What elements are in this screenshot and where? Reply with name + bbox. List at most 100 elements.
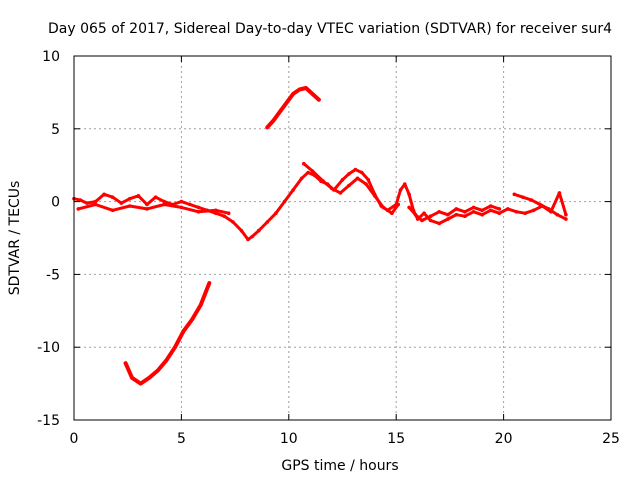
data-point bbox=[454, 207, 459, 211]
data-point bbox=[102, 192, 106, 197]
x-tick-label: 25 bbox=[602, 431, 620, 447]
data-point bbox=[297, 87, 302, 92]
data-point bbox=[173, 345, 177, 350]
data-point bbox=[181, 329, 186, 334]
y-axis-label: SDTVAR / TECUs bbox=[7, 181, 23, 296]
data-point bbox=[198, 303, 203, 307]
data-point bbox=[347, 172, 351, 176]
y-tick-label: -5 bbox=[46, 267, 60, 283]
data-point bbox=[403, 182, 407, 186]
data-point bbox=[196, 205, 201, 210]
y-tick-label: 5 bbox=[51, 122, 60, 138]
data-point bbox=[188, 202, 192, 207]
data-point bbox=[446, 212, 450, 217]
data-point bbox=[214, 208, 218, 213]
data-point bbox=[130, 376, 134, 380]
data-point bbox=[471, 205, 476, 210]
data-point bbox=[291, 92, 295, 96]
data-point bbox=[413, 212, 418, 217]
data-point bbox=[274, 211, 278, 215]
data-point bbox=[437, 221, 442, 226]
data-point bbox=[179, 205, 184, 210]
x-tick-label: 15 bbox=[387, 431, 405, 447]
data-point bbox=[488, 204, 493, 208]
x-tick-label: 10 bbox=[280, 431, 298, 447]
data-point bbox=[317, 97, 321, 102]
data-point bbox=[179, 199, 184, 204]
data-point bbox=[147, 376, 151, 380]
data-point bbox=[123, 361, 128, 366]
data-point bbox=[76, 207, 81, 211]
data-point bbox=[85, 201, 89, 205]
data-point bbox=[265, 220, 270, 224]
data-point bbox=[557, 191, 562, 195]
data-point bbox=[190, 317, 194, 322]
data-point bbox=[506, 207, 510, 211]
x-tick-label: 0 bbox=[70, 431, 79, 447]
data-point bbox=[564, 212, 568, 217]
data-point bbox=[538, 202, 542, 207]
data-point bbox=[463, 214, 467, 218]
data-point bbox=[360, 170, 364, 175]
x-tick-label: 20 bbox=[495, 431, 513, 447]
data-point bbox=[497, 207, 502, 211]
series-upper-echo-trace bbox=[76, 203, 231, 215]
data-point bbox=[347, 183, 351, 188]
data-point bbox=[521, 195, 525, 199]
data-point bbox=[340, 178, 345, 182]
data-point bbox=[463, 210, 467, 214]
data-point bbox=[372, 194, 377, 198]
data-point bbox=[488, 208, 493, 213]
data-point bbox=[164, 358, 169, 363]
data-point bbox=[428, 214, 433, 218]
data-point bbox=[231, 220, 235, 224]
data-point bbox=[162, 199, 166, 204]
data-point bbox=[207, 281, 212, 285]
data-point bbox=[353, 167, 358, 172]
x-axis-label: GPS time / hours bbox=[281, 458, 398, 474]
data-point bbox=[119, 201, 124, 205]
data-point bbox=[330, 186, 334, 191]
data-point bbox=[93, 202, 98, 207]
data-point bbox=[214, 211, 218, 215]
data-point bbox=[299, 176, 304, 181]
data-point bbox=[428, 218, 433, 223]
data-point bbox=[282, 199, 287, 204]
data-point bbox=[306, 170, 310, 175]
data-point bbox=[355, 176, 360, 181]
data-point bbox=[390, 211, 394, 215]
data-point bbox=[420, 218, 424, 223]
data-point bbox=[497, 211, 502, 215]
data-point bbox=[422, 211, 426, 215]
data-point bbox=[471, 210, 476, 214]
data-point bbox=[156, 368, 160, 373]
data-point bbox=[110, 195, 115, 199]
data-point bbox=[338, 191, 343, 195]
data-point bbox=[302, 161, 306, 166]
data-point bbox=[310, 169, 315, 173]
data-point bbox=[480, 212, 484, 217]
data-point bbox=[437, 210, 442, 214]
data-point bbox=[222, 214, 227, 218]
data-point bbox=[128, 196, 132, 201]
ticks: 0 5 10 15 20 25 -15 -10 -5 0 5 10 bbox=[37, 49, 620, 447]
data-point bbox=[480, 208, 484, 213]
data-point bbox=[250, 234, 255, 239]
data-point bbox=[555, 212, 560, 217]
data-point bbox=[446, 217, 450, 221]
data-point bbox=[226, 211, 231, 215]
data-point bbox=[265, 125, 270, 130]
data-point bbox=[128, 204, 132, 208]
data-point bbox=[256, 228, 261, 233]
data-point bbox=[529, 198, 534, 202]
data-point bbox=[136, 194, 141, 198]
data-point bbox=[93, 199, 98, 204]
data-point bbox=[321, 179, 326, 183]
data-point bbox=[284, 100, 289, 105]
y-tick-label: -10 bbox=[37, 340, 60, 356]
data-point bbox=[454, 212, 459, 217]
data-point bbox=[153, 195, 158, 199]
x-tick-label: 5 bbox=[177, 431, 186, 447]
